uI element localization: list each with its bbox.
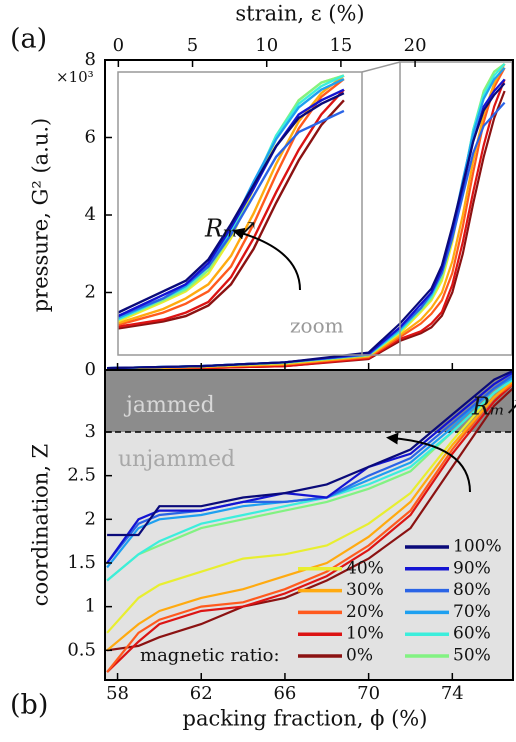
y-tick-label: 2 xyxy=(85,282,96,303)
coordination-line xyxy=(106,383,513,673)
inset-label: zoom xyxy=(290,314,344,338)
x-tick-label: 74 xyxy=(441,683,464,704)
x2-tick-label: 15 xyxy=(329,35,352,56)
panel-b-frame xyxy=(104,369,514,681)
inset-line xyxy=(118,109,345,318)
y-axis-label: coordination, Z xyxy=(29,444,53,607)
coordination-line xyxy=(106,374,513,564)
y-axis-label: pressure, G² (a.u.) xyxy=(29,118,53,312)
inset-line xyxy=(118,92,345,314)
legend-label: 0% xyxy=(346,646,373,666)
x-tick-label: 58 xyxy=(106,683,129,704)
x-tick-label: 70 xyxy=(357,683,380,704)
x2-tick-label: 5 xyxy=(187,35,198,56)
x-tick-label: 62 xyxy=(190,683,213,704)
y-tick-label: 8 xyxy=(85,49,96,70)
y-tick-label: 3 xyxy=(85,421,96,442)
coordination-line xyxy=(106,378,513,634)
x2-tick-label: 0 xyxy=(113,35,124,56)
pressure-line xyxy=(107,63,506,370)
y-tick-label: 1.5 xyxy=(67,552,96,573)
legend-label: 40% xyxy=(346,558,384,578)
x-axis-label: packing fraction, ϕ (%) xyxy=(183,707,428,731)
legend-label: 10% xyxy=(346,624,384,644)
legend-label: 50% xyxy=(453,646,491,666)
legend-label: 30% xyxy=(346,580,384,600)
panel-a-lines xyxy=(107,63,506,370)
y-tick-label: 2.5 xyxy=(67,465,96,486)
panel-b-lines xyxy=(106,370,513,673)
y-tick-label: 1 xyxy=(85,596,96,617)
y-tick-label: 0 xyxy=(85,359,96,380)
legend-label: 20% xyxy=(346,602,384,622)
x-tick-label: 66 xyxy=(273,683,296,704)
pressure-line xyxy=(107,82,506,370)
annotation-arrow xyxy=(232,227,301,291)
pressure-line xyxy=(107,79,506,370)
annotation: Rₘ↗ xyxy=(204,215,258,243)
legend-title: magnetic ratio: xyxy=(140,645,280,666)
coordination-line xyxy=(107,370,513,537)
inset-line xyxy=(118,99,345,330)
y-multiplier: ×10³ xyxy=(56,68,94,86)
inset-line xyxy=(118,88,345,318)
x2-tick-label: 10 xyxy=(255,35,278,56)
y-tick-label: 0.5 xyxy=(67,639,96,660)
legend-label: 100% xyxy=(453,537,502,557)
y-tick-label: 2 xyxy=(85,508,96,529)
region-label: jammed xyxy=(123,393,215,418)
annotation-arrow xyxy=(386,432,471,493)
legend-label: 90% xyxy=(453,558,491,578)
panel-tag: (a) xyxy=(10,24,47,55)
coordination-line xyxy=(106,383,513,673)
inset-line xyxy=(118,74,345,325)
inset-line xyxy=(118,74,345,321)
legend-label: 60% xyxy=(453,624,491,644)
x2-tick-label: 20 xyxy=(404,35,427,56)
legend-label: 70% xyxy=(453,602,491,622)
y-tick-label: 4 xyxy=(85,204,96,225)
inset-lines xyxy=(118,74,345,330)
inset-line xyxy=(118,88,345,328)
inset-frame xyxy=(117,71,363,356)
panel-tag: (b) xyxy=(10,690,48,721)
y-tick-label: 6 xyxy=(85,127,96,148)
region-label: unjammed xyxy=(118,447,235,472)
unjammed-region xyxy=(105,432,513,680)
annotation: Rₘ↗ xyxy=(471,393,516,421)
zoom-connector xyxy=(361,61,401,73)
legend-label: 80% xyxy=(453,580,491,600)
coordination-line xyxy=(106,378,513,582)
x2-axis-label: strain, ε (%) xyxy=(235,2,364,26)
